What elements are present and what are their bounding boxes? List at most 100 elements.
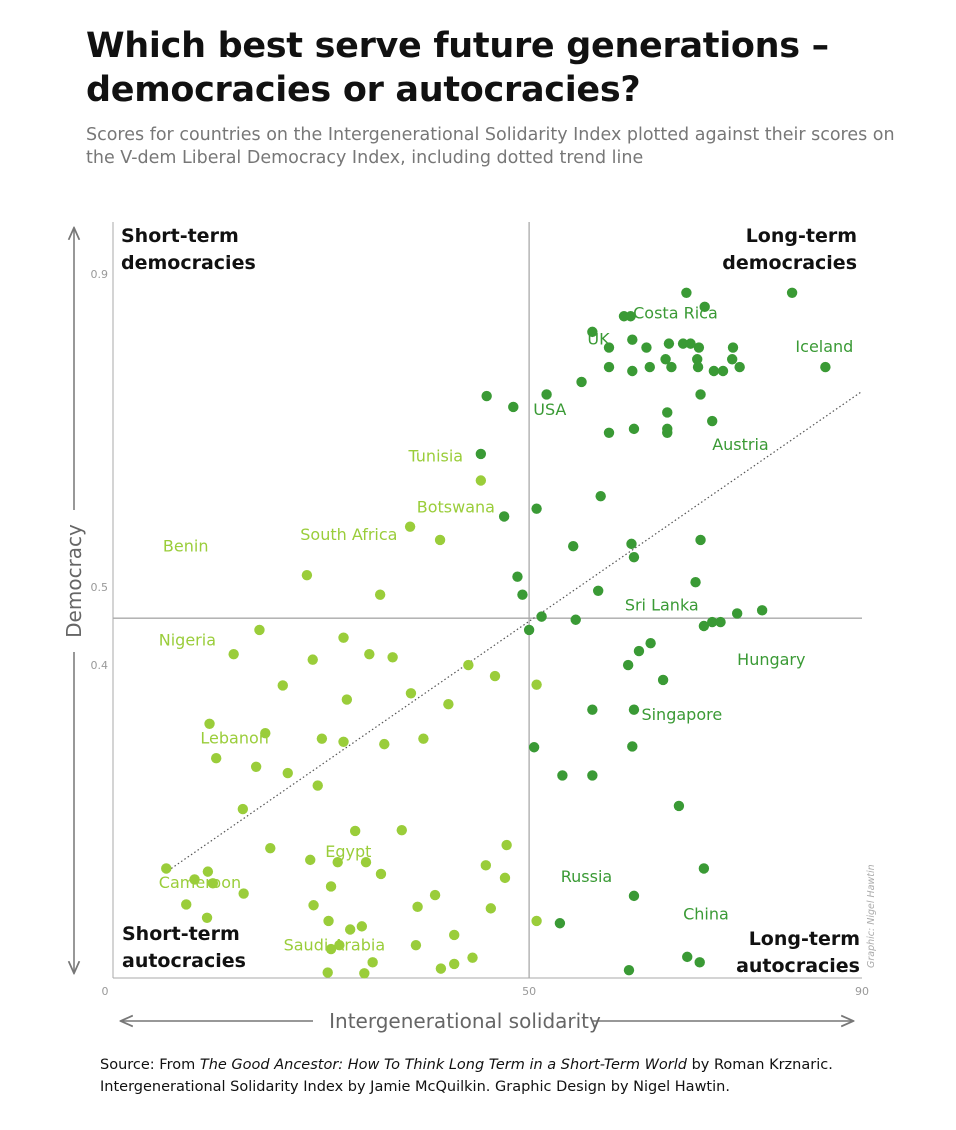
long-term-point [623, 964, 635, 976]
long-term-point [726, 354, 738, 365]
short-term-point [316, 733, 328, 744]
short-term-point [449, 929, 460, 941]
long-term-point [517, 589, 528, 600]
country-label: Russia [561, 867, 612, 886]
chart-subtitle: Scores for countries on the Intergenerat… [86, 125, 895, 168]
country-label: Singapore [641, 705, 722, 724]
short-term-point [501, 839, 512, 851]
y-tick-label: 0.4 [91, 659, 109, 672]
short-term-point [307, 654, 318, 665]
short-term-point [260, 727, 271, 739]
long-term-point [528, 742, 540, 753]
country-label: Costa Rica [633, 304, 718, 323]
short-term-point [237, 803, 249, 815]
long-term-point [628, 551, 640, 563]
long-term-point [628, 423, 640, 435]
country-label: Iceland [795, 337, 853, 356]
x-axis-label: Intergenerational solidarity [329, 1009, 601, 1033]
long-term-point [731, 608, 743, 619]
short-term-point [418, 733, 429, 744]
long-term-point [644, 361, 655, 373]
long-term-point [603, 427, 615, 438]
short-term-point [189, 874, 200, 885]
short-term-point [181, 899, 192, 910]
long-term-point [693, 342, 705, 353]
long-term-point [628, 704, 640, 715]
short-term-point [463, 659, 474, 671]
short-term-point [201, 912, 213, 923]
long-term-point [663, 338, 675, 349]
country-label: Cameroon [159, 873, 241, 892]
long-term-point [587, 704, 598, 715]
long-term-point [641, 342, 652, 353]
short-term-point [467, 952, 478, 963]
long-term-point [662, 427, 673, 438]
long-term-point [690, 576, 701, 588]
short-term-point [449, 958, 460, 970]
long-term-point [587, 770, 598, 781]
x-tick-label: 50 [522, 985, 536, 998]
long-term-point [645, 638, 656, 649]
country-label: Hungary [737, 650, 805, 669]
short-term-point [312, 780, 323, 791]
short-term-point [379, 738, 390, 750]
short-term-point [344, 924, 356, 935]
short-term-point [429, 889, 441, 901]
short-term-point [277, 680, 288, 691]
long-term-point [707, 616, 718, 628]
short-term-point [531, 915, 542, 927]
long-term-point [595, 490, 606, 502]
long-term-point [734, 361, 745, 373]
short-term-point [207, 878, 219, 889]
short-term-point [435, 963, 447, 974]
long-term-point [698, 863, 710, 874]
x-tick-label: 90 [855, 985, 869, 998]
long-term-point [662, 407, 673, 418]
short-term-point [360, 857, 372, 868]
short-term-point [356, 921, 368, 932]
source-note: Source: From The Good Ancestor: How To T… [100, 1054, 900, 1098]
x-tick-label: 0 [102, 985, 109, 998]
scatter-chart: 0 50 90 0.9 0.5 0.4 Costa Rica UK Iceland USA Aus… [62, 222, 877, 1033]
short-term-point [204, 718, 215, 729]
long-term-point [568, 541, 579, 552]
short-term-point [161, 863, 172, 874]
short-term-point [367, 957, 378, 968]
long-term-point [681, 287, 692, 298]
short-term-point [531, 679, 542, 690]
country-label: Botswana [417, 498, 495, 517]
short-term-point [250, 761, 262, 772]
short-term-point [341, 694, 353, 705]
long-term-point [536, 611, 547, 622]
short-term-point [443, 699, 454, 710]
long-term-point [695, 389, 706, 400]
long-term-point [695, 534, 706, 546]
long-term-point [592, 585, 604, 596]
long-term-point [677, 338, 689, 349]
short-term-point [325, 881, 337, 892]
short-term-point [410, 939, 422, 951]
long-term-point [625, 311, 636, 322]
y-tick-label: 0.5 [91, 581, 109, 594]
long-term-point [541, 389, 552, 400]
long-term-point [508, 401, 519, 413]
short-term-point [396, 824, 407, 836]
graphic-credit: Graphic: Nigel Hawtin [866, 864, 877, 968]
long-term-point [666, 361, 677, 373]
long-term-point [727, 342, 739, 353]
country-label: Austria [712, 435, 769, 454]
short-term-point [499, 872, 511, 884]
long-term-point [498, 511, 510, 522]
long-term-point [692, 361, 704, 373]
short-term-point [359, 968, 370, 979]
short-term-point [412, 901, 423, 913]
long-term-point [481, 390, 492, 402]
long-term-point [657, 674, 669, 686]
short-term-point [404, 521, 416, 532]
short-term-point [489, 670, 501, 682]
short-term-point [375, 868, 387, 880]
long-term-point [717, 365, 729, 377]
long-term-point [715, 616, 726, 628]
source-prefix: Source: From [100, 1057, 200, 1073]
long-term-point [576, 376, 587, 388]
